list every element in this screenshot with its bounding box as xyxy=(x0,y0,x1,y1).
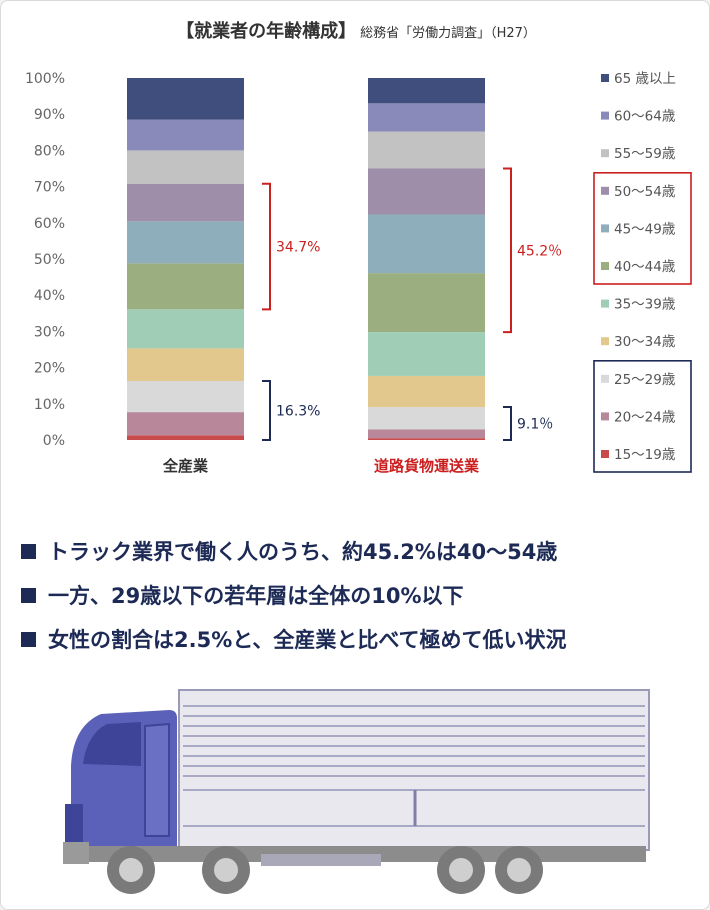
legend-label: 65 歳以上 xyxy=(614,71,676,87)
legend-swatch xyxy=(601,450,609,458)
bar-segment xyxy=(368,375,485,408)
truck-illustration xyxy=(63,689,650,894)
y-tick-label: 80% xyxy=(34,143,65,159)
bullet-item: 一方、29歳以下の若年層は全体の10%以下 xyxy=(21,573,701,617)
bar-segment xyxy=(127,183,244,222)
age-composition-chart: 0% 10% 20% 30% 40% 50% 60% 70% 80% 90% 100% 全産業 道路貨物… xyxy=(25,71,692,475)
y-tick-label: 20% xyxy=(34,361,65,377)
bumper xyxy=(63,842,89,864)
legend-swatch xyxy=(601,412,609,421)
legend-swatch xyxy=(601,74,609,82)
y-tick-label: 60% xyxy=(34,216,65,232)
cab-window xyxy=(83,722,141,766)
y-tick-label: 50% xyxy=(34,252,65,268)
key-points: トラック業界で働く人のうち、約45.2%は40～54歳 一方、29歳以下の若年層… xyxy=(21,529,701,661)
bar-segment xyxy=(368,103,485,132)
title-source: 総務省「労働力調査」（H27） xyxy=(360,26,536,41)
bracket xyxy=(262,379,271,441)
legend-label: 60～64歳 xyxy=(614,109,676,125)
wheel-icon xyxy=(107,846,155,894)
bullet-item: 女性の割合は2.5%と、全産業と比べて極めて低い状況 xyxy=(21,617,701,661)
bar-segment xyxy=(368,78,485,104)
legend-label: 45～49歳 xyxy=(614,221,676,237)
bracket-label: 45.2％ xyxy=(517,243,562,259)
bar-segment xyxy=(368,429,485,439)
bar-segment xyxy=(127,412,244,436)
y-tick-label: 90% xyxy=(34,107,65,123)
wheel-icon xyxy=(495,846,543,894)
bracket-label: 16.3% xyxy=(276,403,320,419)
y-tick-label: 100% xyxy=(25,71,65,87)
legend-label: 20～24歳 xyxy=(614,409,676,425)
bullet-text: 一方、29歳以下の若年層は全体の10%以下 xyxy=(48,584,464,608)
bar-segment xyxy=(127,119,244,151)
legend-swatch xyxy=(601,111,609,120)
legend-swatch xyxy=(601,299,609,308)
legend-label: 35～39歳 xyxy=(614,297,676,313)
bar-segment xyxy=(368,214,485,274)
cargo-box-ribs xyxy=(183,705,645,827)
bar-segment xyxy=(368,438,485,440)
legend-label: 50～54歳 xyxy=(614,184,676,200)
bracket-label: 9.1％ xyxy=(517,417,553,433)
legend-group-box xyxy=(593,359,692,473)
bar-segment xyxy=(127,263,244,310)
legend-swatch xyxy=(601,224,609,233)
bracket-label: 34.7% xyxy=(276,240,320,256)
bar-segment xyxy=(368,168,485,215)
bar-segment xyxy=(127,380,244,413)
category-label: 道路貨物運送業 xyxy=(374,457,480,475)
bar-segment xyxy=(127,78,244,120)
bracket xyxy=(503,167,512,334)
square-bullet-icon xyxy=(21,631,36,647)
bullet-item: トラック業界で働く人のうち、約45.2%は40～54歳 xyxy=(21,529,701,573)
legend-swatch xyxy=(601,337,609,346)
legend-swatch xyxy=(601,374,609,383)
bar-segment xyxy=(127,150,244,184)
bar-segment xyxy=(127,435,244,440)
fuel-tank xyxy=(261,854,381,866)
wheel-icon xyxy=(202,846,250,894)
square-bullet-icon xyxy=(21,587,36,603)
legend-swatch xyxy=(601,262,609,270)
title-main: 【就業者の年齢構成】 xyxy=(176,21,357,42)
bracket xyxy=(262,182,271,311)
y-tick-label: 10% xyxy=(34,397,65,413)
bar-segment xyxy=(127,348,244,381)
front-grille xyxy=(65,804,83,844)
legend-label: 40～44歳 xyxy=(614,259,676,275)
legend-label: 30～34歳 xyxy=(614,334,676,350)
legend-swatch xyxy=(601,186,609,195)
square-bullet-icon xyxy=(21,543,36,559)
legend-group-box xyxy=(593,172,692,285)
legend-label: 25～29歳 xyxy=(614,372,676,388)
bar-segment xyxy=(368,131,485,169)
bullet-text: 女性の割合は2.5%と、全産業と比べて極めて低い状況 xyxy=(48,628,567,652)
y-tick-label: 70% xyxy=(34,180,65,196)
bullet-text: トラック業界で働く人のうち、約45.2%は40～54歳 xyxy=(48,540,558,564)
bar-segment xyxy=(127,309,244,349)
y-tick-label: 40% xyxy=(34,288,65,304)
bar-segment xyxy=(127,221,244,264)
legend-swatch xyxy=(601,149,609,158)
legend-label: 55～59歳 xyxy=(614,146,676,162)
legend-label: 15～19歳 xyxy=(614,447,676,463)
bracket xyxy=(503,406,512,441)
y-tick-label: 0% xyxy=(43,433,65,449)
bar-segment xyxy=(368,332,485,376)
y-tick-label: 30% xyxy=(34,324,65,340)
bar-segment xyxy=(368,407,485,430)
wheel-icon xyxy=(437,846,485,894)
bar-segment xyxy=(368,273,485,333)
chart-title: 【就業者の年齢構成】 総務省「労働力調査」（H27） xyxy=(1,17,709,43)
cab-door xyxy=(144,722,170,837)
category-label: 全産業 xyxy=(162,457,209,475)
